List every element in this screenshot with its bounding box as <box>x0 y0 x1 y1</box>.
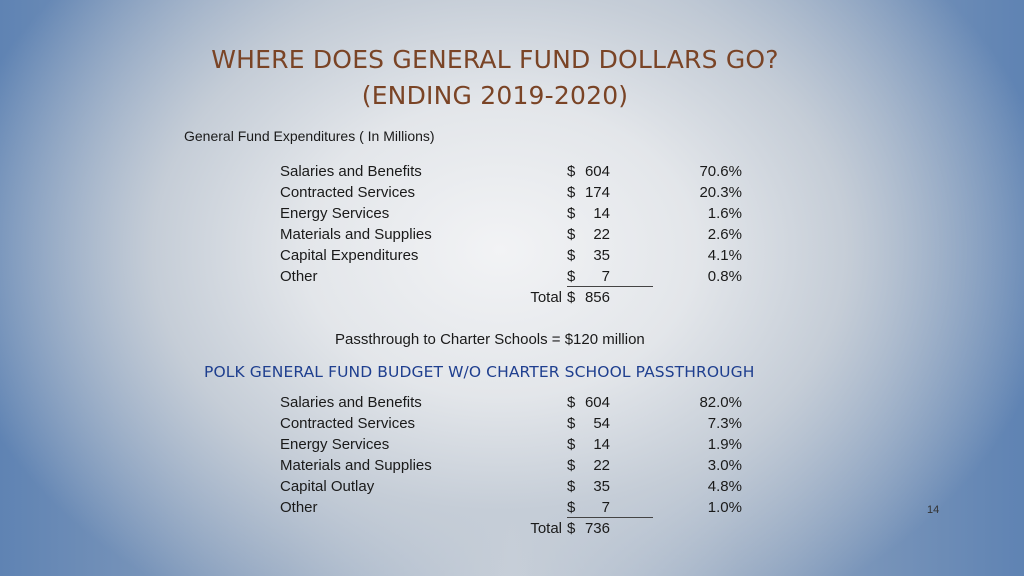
row-label: Salaries and Benefits <box>280 163 422 180</box>
row-label: Energy Services <box>280 205 390 222</box>
row-percent: 1.6% <box>707 205 742 222</box>
table-row: Salaries and Benefits $604 82.0% <box>280 392 750 413</box>
row-label: Materials and Supplies <box>280 457 432 474</box>
expenditures-table: Salaries and Benefits $604 70.6% Contracted… <box>280 161 750 308</box>
total-rule <box>567 286 653 287</box>
currency-symbol: $ <box>567 394 576 411</box>
table-row: Capital Outlay $35 4.8% <box>280 476 750 497</box>
page-number: 14 <box>927 504 940 516</box>
row-percent: 2.6% <box>707 226 742 243</box>
total-label: Total <box>530 520 562 537</box>
section-heading: POLK GENERAL FUND BUDGET W/O CHARTER SCH… <box>204 363 755 381</box>
row-amount: 54 <box>593 415 610 432</box>
total-row: Total $736 <box>280 518 750 539</box>
table-row: Materials and Supplies $22 2.6% <box>280 224 750 245</box>
table-caption: General Fund Expenditures ( In Millions) <box>184 128 435 144</box>
table-row: Contracted Services $174 20.3% <box>280 182 750 203</box>
total-amount: 856 <box>584 289 610 306</box>
row-percent: 70.6% <box>699 163 742 180</box>
row-percent: 20.3% <box>699 184 742 201</box>
currency-symbol: $ <box>567 163 576 180</box>
row-label: Contracted Services <box>280 184 416 201</box>
row-percent: 4.8% <box>707 478 742 495</box>
passthrough-note: Passthrough to Charter Schools = $120 mi… <box>335 331 645 348</box>
currency-symbol: $ <box>567 436 576 453</box>
currency-symbol: $ <box>567 184 576 201</box>
row-label: Salaries and Benefits <box>280 394 422 411</box>
total-amount: 736 <box>584 520 610 537</box>
row-amount: 22 <box>593 226 610 243</box>
table-row: Materials and Supplies $22 3.0% <box>280 455 750 476</box>
row-amount: 604 <box>584 394 610 411</box>
row-percent: 7.3% <box>707 415 742 432</box>
table-row: Energy Services $14 1.6% <box>280 203 750 224</box>
total-rule <box>567 517 653 518</box>
table-row: Other $7 0.8% <box>280 266 750 287</box>
row-label: Contracted Services <box>280 415 416 432</box>
row-amount: 35 <box>593 478 610 495</box>
total-row: Total $856 <box>280 287 750 308</box>
currency-symbol: $ <box>567 226 576 243</box>
row-percent: 1.9% <box>707 436 742 453</box>
table-row: Contracted Services $54 7.3% <box>280 413 750 434</box>
row-percent: 3.0% <box>707 457 742 474</box>
row-amount: 35 <box>593 247 610 264</box>
row-amount: 7 <box>601 499 610 516</box>
row-label: Other <box>280 499 318 516</box>
row-percent: 82.0% <box>699 394 742 411</box>
row-amount: 604 <box>584 163 610 180</box>
currency-symbol: $ <box>567 205 576 222</box>
currency-symbol: $ <box>567 457 576 474</box>
currency-symbol: $ <box>567 520 576 537</box>
table-row: Salaries and Benefits $604 70.6% <box>280 161 750 182</box>
row-percent: 4.1% <box>707 247 742 264</box>
row-label: Capital Outlay <box>280 478 375 495</box>
row-label: Capital Expenditures <box>280 247 419 264</box>
table-row: Energy Services $14 1.9% <box>280 434 750 455</box>
currency-symbol: $ <box>567 268 576 285</box>
row-amount: 7 <box>601 268 610 285</box>
row-amount: 14 <box>593 205 610 222</box>
row-amount: 14 <box>593 436 610 453</box>
row-percent: 0.8% <box>707 268 742 285</box>
row-label: Energy Services <box>280 436 390 453</box>
total-label: Total <box>530 289 562 306</box>
slide-title: WHERE DOES GENERAL FUND DOLLARS GO? (END… <box>150 42 840 114</box>
row-amount: 174 <box>584 184 610 201</box>
row-percent: 1.0% <box>707 499 742 516</box>
title-line-2: (ENDING 2019-2020) <box>361 81 629 110</box>
row-amount: 22 <box>593 457 610 474</box>
table-row: Capital Expenditures $35 4.1% <box>280 245 750 266</box>
currency-symbol: $ <box>567 415 576 432</box>
table-row: Other $7 1.0% <box>280 497 750 518</box>
currency-symbol: $ <box>567 499 576 516</box>
row-label: Other <box>280 268 318 285</box>
title-line-1: WHERE DOES GENERAL FUND DOLLARS GO? <box>211 45 779 74</box>
budget-without-passthrough-table: Salaries and Benefits $604 82.0% Contracted… <box>280 392 750 539</box>
currency-symbol: $ <box>567 289 576 306</box>
currency-symbol: $ <box>567 247 576 264</box>
row-label: Materials and Supplies <box>280 226 432 243</box>
currency-symbol: $ <box>567 478 576 495</box>
